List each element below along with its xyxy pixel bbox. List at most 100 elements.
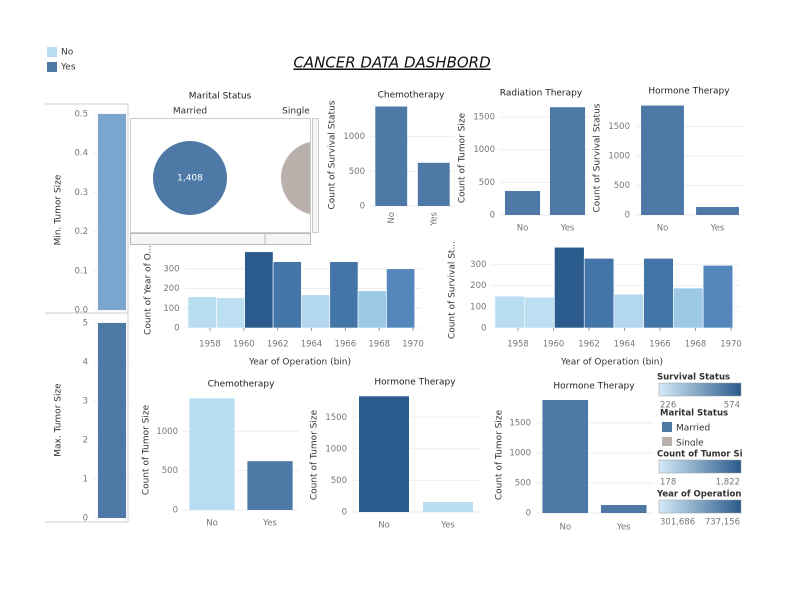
legend-mask <box>655 446 743 450</box>
y-tick-label: 0 <box>625 211 630 221</box>
x-tick-label: 1958 <box>199 340 221 350</box>
histogram-bar <box>216 297 245 329</box>
chart-title: Marital Status <box>189 92 252 102</box>
histogram-bar <box>301 294 331 329</box>
bar <box>97 323 127 518</box>
x-tick-label: Yes <box>616 523 631 533</box>
y-tick-label: 100 <box>470 302 486 312</box>
x-tick-label: Yes <box>262 519 277 529</box>
y-tick-label: 2 <box>83 436 88 446</box>
bar <box>417 162 450 206</box>
y-tick-label: 0.4 <box>74 149 88 159</box>
x-tick-label: 1968 <box>685 340 707 350</box>
x-tick-label: 1970 <box>720 340 742 350</box>
y-tick-label: 1500 <box>473 113 495 123</box>
y-tick-label: 0 <box>481 324 486 334</box>
y-tick-label: 200 <box>163 284 179 294</box>
scrollbar[interactable] <box>312 118 319 233</box>
y-tick-label: 500 <box>162 466 178 476</box>
y-tick-label: 0 <box>83 514 88 524</box>
y-tick-label: 1000 <box>608 152 630 162</box>
bar <box>97 114 127 310</box>
legend-max: 1,822 <box>716 478 740 488</box>
y-axis-label: Count of Tumor Size <box>495 409 505 500</box>
bar <box>696 206 739 215</box>
y-tick-label: 500 <box>331 476 347 486</box>
bubble-label: 596 <box>309 174 326 184</box>
x-tick-label: Yes <box>560 224 575 234</box>
bar <box>375 106 408 206</box>
y-tick-label: 0 <box>360 202 365 212</box>
y-axis-label: Min. Tumor Size <box>54 174 64 245</box>
y-tick-label: 4 <box>83 358 88 368</box>
x-tick-label: 1960 <box>543 340 565 350</box>
y-tick-label: 300 <box>163 264 179 274</box>
histogram-bar <box>554 246 585 329</box>
legend-title: Count of Tumor Size <box>657 450 753 460</box>
legend-max: 574 <box>724 401 740 411</box>
x-tick-label: 1966 <box>335 340 357 350</box>
y-axis-label: Count of Tumor Size <box>142 404 152 495</box>
x-axis-label: Year of Operation (bin) <box>560 358 663 368</box>
histogram-bar <box>613 293 644 329</box>
scrollbar[interactable] <box>130 233 311 245</box>
legend-min: 178 <box>660 478 676 488</box>
histogram-bar <box>673 287 704 329</box>
histogram-bar <box>524 296 555 329</box>
bar <box>423 502 473 512</box>
y-tick-label: 0 <box>342 508 347 518</box>
legend-min: 226 <box>660 401 676 411</box>
legend-label: No <box>61 48 74 58</box>
y-axis-label: Count of Year of O... <box>144 245 154 335</box>
legend-title: Survival Status <box>657 373 730 383</box>
y-tick-label: 1000 <box>343 132 365 142</box>
chart-title: Hormone Therapy <box>374 378 456 388</box>
x-tick-label: 1964 <box>301 340 323 350</box>
panel-border <box>130 118 311 233</box>
x-tick-label: 1958 <box>507 340 529 350</box>
y-tick-label: 0.1 <box>74 266 88 276</box>
legend-label: Yes <box>60 63 76 73</box>
bar <box>504 190 541 215</box>
x-tick-label: 1970 <box>402 340 424 350</box>
y-axis-label: Max. Tumor Size <box>54 383 64 457</box>
y-tick-label: 1500 <box>608 122 630 132</box>
x-tick-label: No <box>517 224 529 234</box>
x-tick-label: No <box>206 519 218 529</box>
bar <box>247 461 293 510</box>
y-tick-label: 1500 <box>325 413 347 423</box>
y-tick-label: 0.3 <box>74 188 88 198</box>
x-tick-label: No <box>387 212 397 224</box>
histogram-bar <box>702 265 734 329</box>
bar <box>359 396 409 512</box>
x-tick-label: 1962 <box>267 340 289 350</box>
color-ramp <box>658 459 742 474</box>
bar <box>641 105 684 215</box>
y-tick-label: 1500 <box>509 419 531 429</box>
histogram-bar <box>643 257 674 329</box>
y-tick-label: 1 <box>83 475 88 485</box>
chart-title: Radiation Therapy <box>500 89 583 99</box>
y-tick-label: 0 <box>490 211 495 221</box>
y-tick-label: 1000 <box>473 145 495 155</box>
y-tick-label: 500 <box>479 178 495 188</box>
bubble-area: 1,408 596 <box>153 141 326 215</box>
y-tick-label: 0.2 <box>74 227 88 237</box>
x-tick-label: 1962 <box>578 340 600 350</box>
y-tick-label: 0.0 <box>74 306 88 316</box>
legend-label: Single <box>676 439 704 449</box>
y-tick-label: 0 <box>526 509 531 519</box>
chart-title: Hormone Therapy <box>648 87 730 97</box>
legend-max: 737,156 <box>705 518 740 528</box>
y-tick-label: 0 <box>173 506 178 516</box>
x-tick-label: Yes <box>440 521 455 531</box>
y-tick-label: 500 <box>515 479 531 489</box>
legend-title: Marital Status <box>660 409 728 419</box>
x-tick-label: No <box>657 224 669 234</box>
legend-swatch <box>662 422 672 432</box>
dashboard-title: CANCER DATA DASHBORD <box>293 54 490 72</box>
y-tick-label: 500 <box>349 167 365 177</box>
y-tick-label: 1000 <box>325 444 347 454</box>
